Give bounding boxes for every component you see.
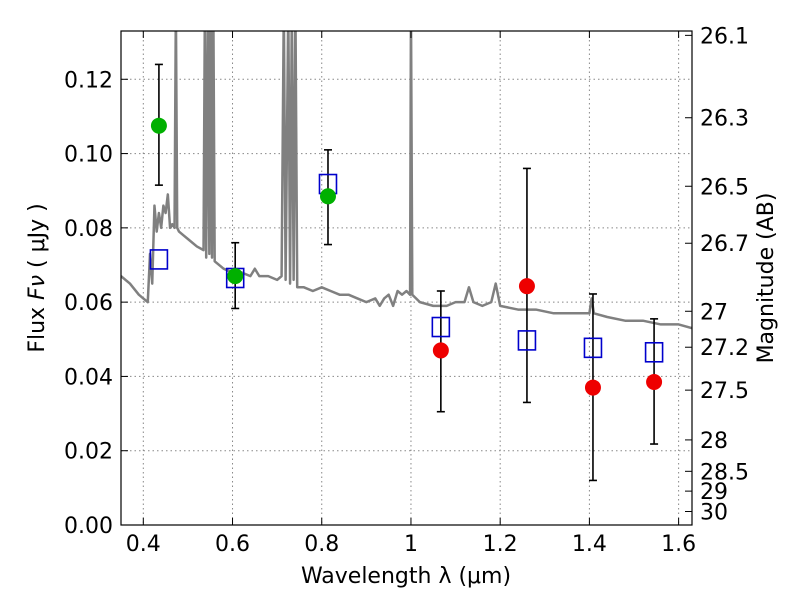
x-tick-label: 1 xyxy=(404,532,418,557)
right-tick-label: 28.5 xyxy=(700,460,749,485)
model-photometry-square xyxy=(517,330,537,351)
plot-area xyxy=(121,31,692,482)
y-tick-label: 0.02 xyxy=(64,440,113,465)
model-spectrum-line xyxy=(121,31,692,330)
y-tick-label: 0.06 xyxy=(64,291,113,316)
y-tick-label: 0.12 xyxy=(64,68,113,93)
red-data-point xyxy=(584,379,601,396)
right-tick-label: 30 xyxy=(700,501,728,526)
x-tick-label: 1.2 xyxy=(483,532,518,557)
model-photometry-square xyxy=(149,249,169,270)
x-tick-label: 0.8 xyxy=(304,532,339,557)
model-photometry-square xyxy=(431,316,451,338)
right-tick-label: 26.1 xyxy=(700,24,749,49)
right-tick-label: 27.5 xyxy=(700,379,749,404)
x-axis-label: Wavelength λ (μm) xyxy=(301,564,511,589)
green-data-point xyxy=(227,268,244,285)
y-axis-label-prefix: Flux xyxy=(25,300,50,353)
right-tick-label: 26.3 xyxy=(700,107,749,132)
y-tick-label: 0.04 xyxy=(64,365,113,390)
right-tick-label: 29 xyxy=(700,480,728,505)
red-data-point xyxy=(646,374,663,390)
y-tick-label: 0.10 xyxy=(64,143,113,168)
right-tick-label: 26.5 xyxy=(700,175,749,200)
right-tick-label: 27 xyxy=(700,300,728,325)
x-tick-label: 1.4 xyxy=(572,532,607,557)
x-tick-label: 1.6 xyxy=(661,532,696,557)
model-photometry-square xyxy=(644,341,664,363)
axis-ticks: 0.4 0.6 0.8 1 1.2 1.4 1.6 0.00 0.02 0.04 0.06 0.08 0… xyxy=(64,24,749,557)
y-tick-label: 0.00 xyxy=(64,514,113,539)
right-tick-label: 27.2 xyxy=(700,336,749,361)
green-data-point xyxy=(319,188,336,205)
red-data-point xyxy=(432,342,449,359)
y-axis-label-symbol: Fν xyxy=(25,275,50,300)
y-tick-label: 0.08 xyxy=(64,217,113,242)
model-photometry-square xyxy=(583,337,603,359)
plot-frame xyxy=(120,30,693,526)
right-tick-label: 26.7 xyxy=(700,232,749,257)
model-spectrum xyxy=(121,31,692,330)
x-tick-label: 0.4 xyxy=(126,532,161,557)
y-axis-label-suffix: ( μJy ) xyxy=(25,203,50,275)
right-axis-label: Magnitude (AB) xyxy=(754,193,779,364)
red-data-point xyxy=(518,278,535,295)
data-markers xyxy=(149,117,664,396)
right-tick-label: 28 xyxy=(700,429,728,454)
y-axis-label: Flux Fν ( μJy ) xyxy=(25,203,50,352)
green-data-point xyxy=(150,117,167,134)
x-tick-label: 0.6 xyxy=(215,532,250,557)
